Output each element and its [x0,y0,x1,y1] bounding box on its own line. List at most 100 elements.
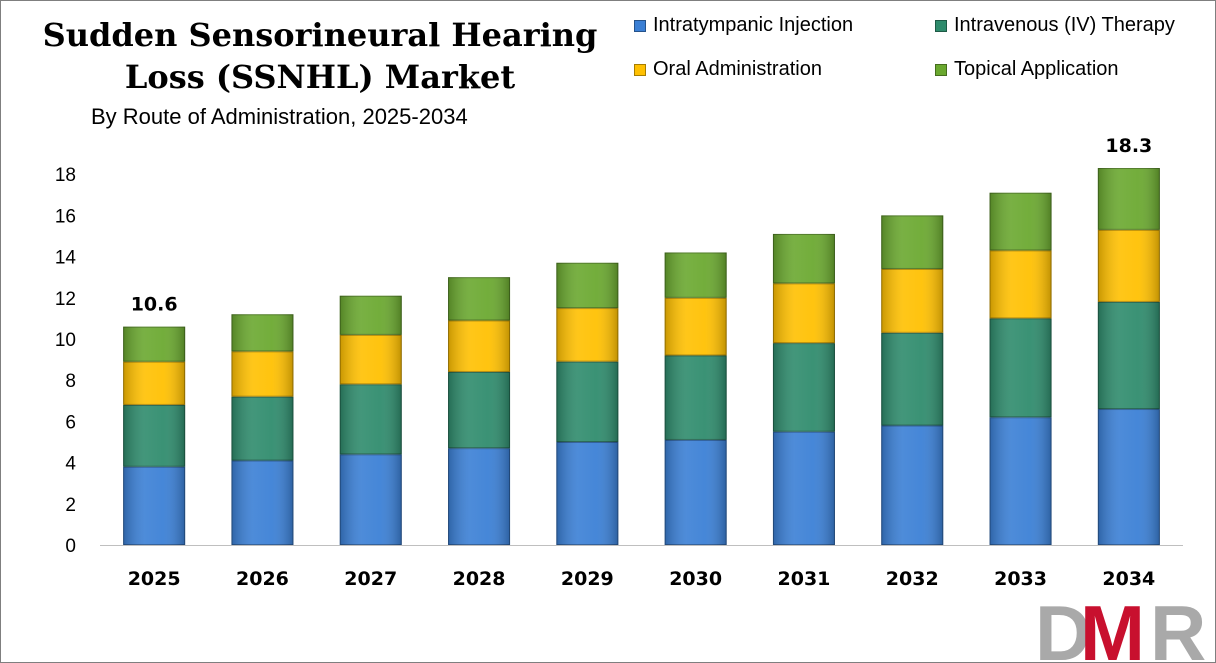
bar-outline [231,396,294,461]
bar-shading [556,262,619,309]
bar-shading [881,215,944,269]
chart-subtitle: By Route of Administration, 2025-2034 [91,104,468,129]
bar-shading [123,404,186,467]
bar-segment-intravenous-iv-therapy-2027 [339,384,402,455]
bar-shading [1097,168,1160,230]
y-tick-label: 16 [55,206,76,227]
x-tick-label-2027: 2027 [344,568,397,590]
bar-segment-intravenous-iv-therapy-2030 [664,355,727,440]
bar-shading [231,460,294,545]
legend-item-intratympanic-injection: Intratympanic Injection [634,14,853,37]
bar-outline [989,192,1052,251]
bar-outline [772,283,835,344]
legend-swatch-intratympanic-injection [634,19,646,32]
y-tick-label: 4 [65,454,76,475]
y-axis: 0 2 4 6 8 10 12 14 16 18 [55,165,77,557]
legend-item-oral-administration: Oral Administration [634,58,822,81]
bar-shading [231,396,294,461]
bar-segment-topical-application-2027 [339,295,402,335]
bar-outline [448,277,511,321]
bar-shading [556,361,619,442]
bar-outline [664,297,727,356]
bar-outline [881,268,944,333]
bar-shading [339,384,402,455]
bar-segment-oral-administration-2033 [989,250,1052,319]
bar-shading [772,283,835,344]
y-tick-label: 14 [55,248,77,269]
bar-shading [339,334,402,385]
bar-outline [1097,168,1160,230]
bar-shading [989,417,1052,545]
bar-outline [881,332,944,426]
bar-segment-oral-administration-2032 [881,268,944,333]
x-tick-label-2031: 2031 [778,568,831,590]
bar-segment-intravenous-iv-therapy-2026 [231,396,294,461]
bar-segment-intratympanic-injection-2030 [664,439,727,545]
bar-outline [989,417,1052,545]
y-tick-label: 10 [55,330,76,351]
dmr-logo: DM R [1035,589,1207,663]
bar-outline [664,439,727,545]
total-labels: 10.6 18.3 [131,135,1153,316]
bar-segment-topical-application-2031 [772,233,835,284]
bar-segment-oral-administration-2029 [556,308,619,362]
legend-swatch-topical-application [935,63,947,76]
bar-outline [1097,229,1160,302]
bar-outline [989,318,1052,418]
bar-shading [231,351,294,397]
bar-shading [448,448,511,545]
bar-segment-intratympanic-injection-2028 [448,448,511,545]
bar-segment-topical-application-2030 [664,252,727,298]
bar-shading [989,250,1052,319]
x-axis: 2025 2026 2027 2028 2029 2030 2031 2032 2033 2034 [100,545,1183,590]
bar-outline [1097,301,1160,410]
bar-segment-intravenous-iv-therapy-2033 [989,318,1052,418]
bar-segment-intratympanic-injection-2026 [231,460,294,546]
y-tick-label: 2 [65,495,76,516]
bar-outline [339,295,402,335]
legend-item-topical-application: Topical Application [935,58,1119,81]
bar-segment-intratympanic-injection-2032 [881,425,944,545]
bar-shading [556,442,619,545]
bar-shading [339,295,402,335]
bar-outline [989,250,1052,319]
bar-shading [123,466,186,545]
y-tick-label: 12 [55,289,76,310]
x-tick-label-2028: 2028 [453,568,506,590]
y-tick-label: 18 [55,165,76,186]
bar-segment-intravenous-iv-therapy-2025 [123,404,186,467]
bar-segment-oral-administration-2026 [231,351,294,397]
bar-outline [664,252,727,298]
bar-outline [772,343,835,432]
y-tick-label: 0 [65,536,76,557]
bar-shading [664,355,727,440]
bar-shading [881,425,944,545]
bar-shading [123,361,186,405]
logo-letter-m: M [1080,589,1143,663]
bar-segment-oral-administration-2031 [772,283,835,344]
bar-segment-intratympanic-injection-2031 [772,431,835,546]
y-tick-label: 6 [65,412,76,433]
logo-letter-r: R [1150,589,1205,663]
x-tick-label-2032: 2032 [886,568,939,590]
x-tick-label-2026: 2026 [236,568,289,590]
bar-shading [1097,229,1160,302]
bar-outline [448,320,511,372]
chart-legend: Intratympanic Injection Intravenous (IV)… [634,12,1214,92]
x-tick-label-2030: 2030 [669,568,722,590]
bar-segment-oral-administration-2034 [1097,229,1160,302]
x-tick-label-2034: 2034 [1102,568,1155,590]
bar-outline [881,215,944,269]
bar-outline [448,448,511,545]
legend-label-oral-administration: Oral Administration [653,58,822,80]
bar-segment-topical-application-2025 [123,326,186,362]
y-tick-label: 8 [65,371,76,392]
legend-label-intratympanic-injection: Intratympanic Injection [653,14,854,36]
bar-outline [123,466,186,545]
bar-outline [123,361,186,405]
bar-segment-intratympanic-injection-2027 [339,454,402,545]
bar-outline [556,361,619,442]
bar-outline [123,404,186,467]
bar-shading [664,439,727,545]
bar-outline [556,442,619,545]
